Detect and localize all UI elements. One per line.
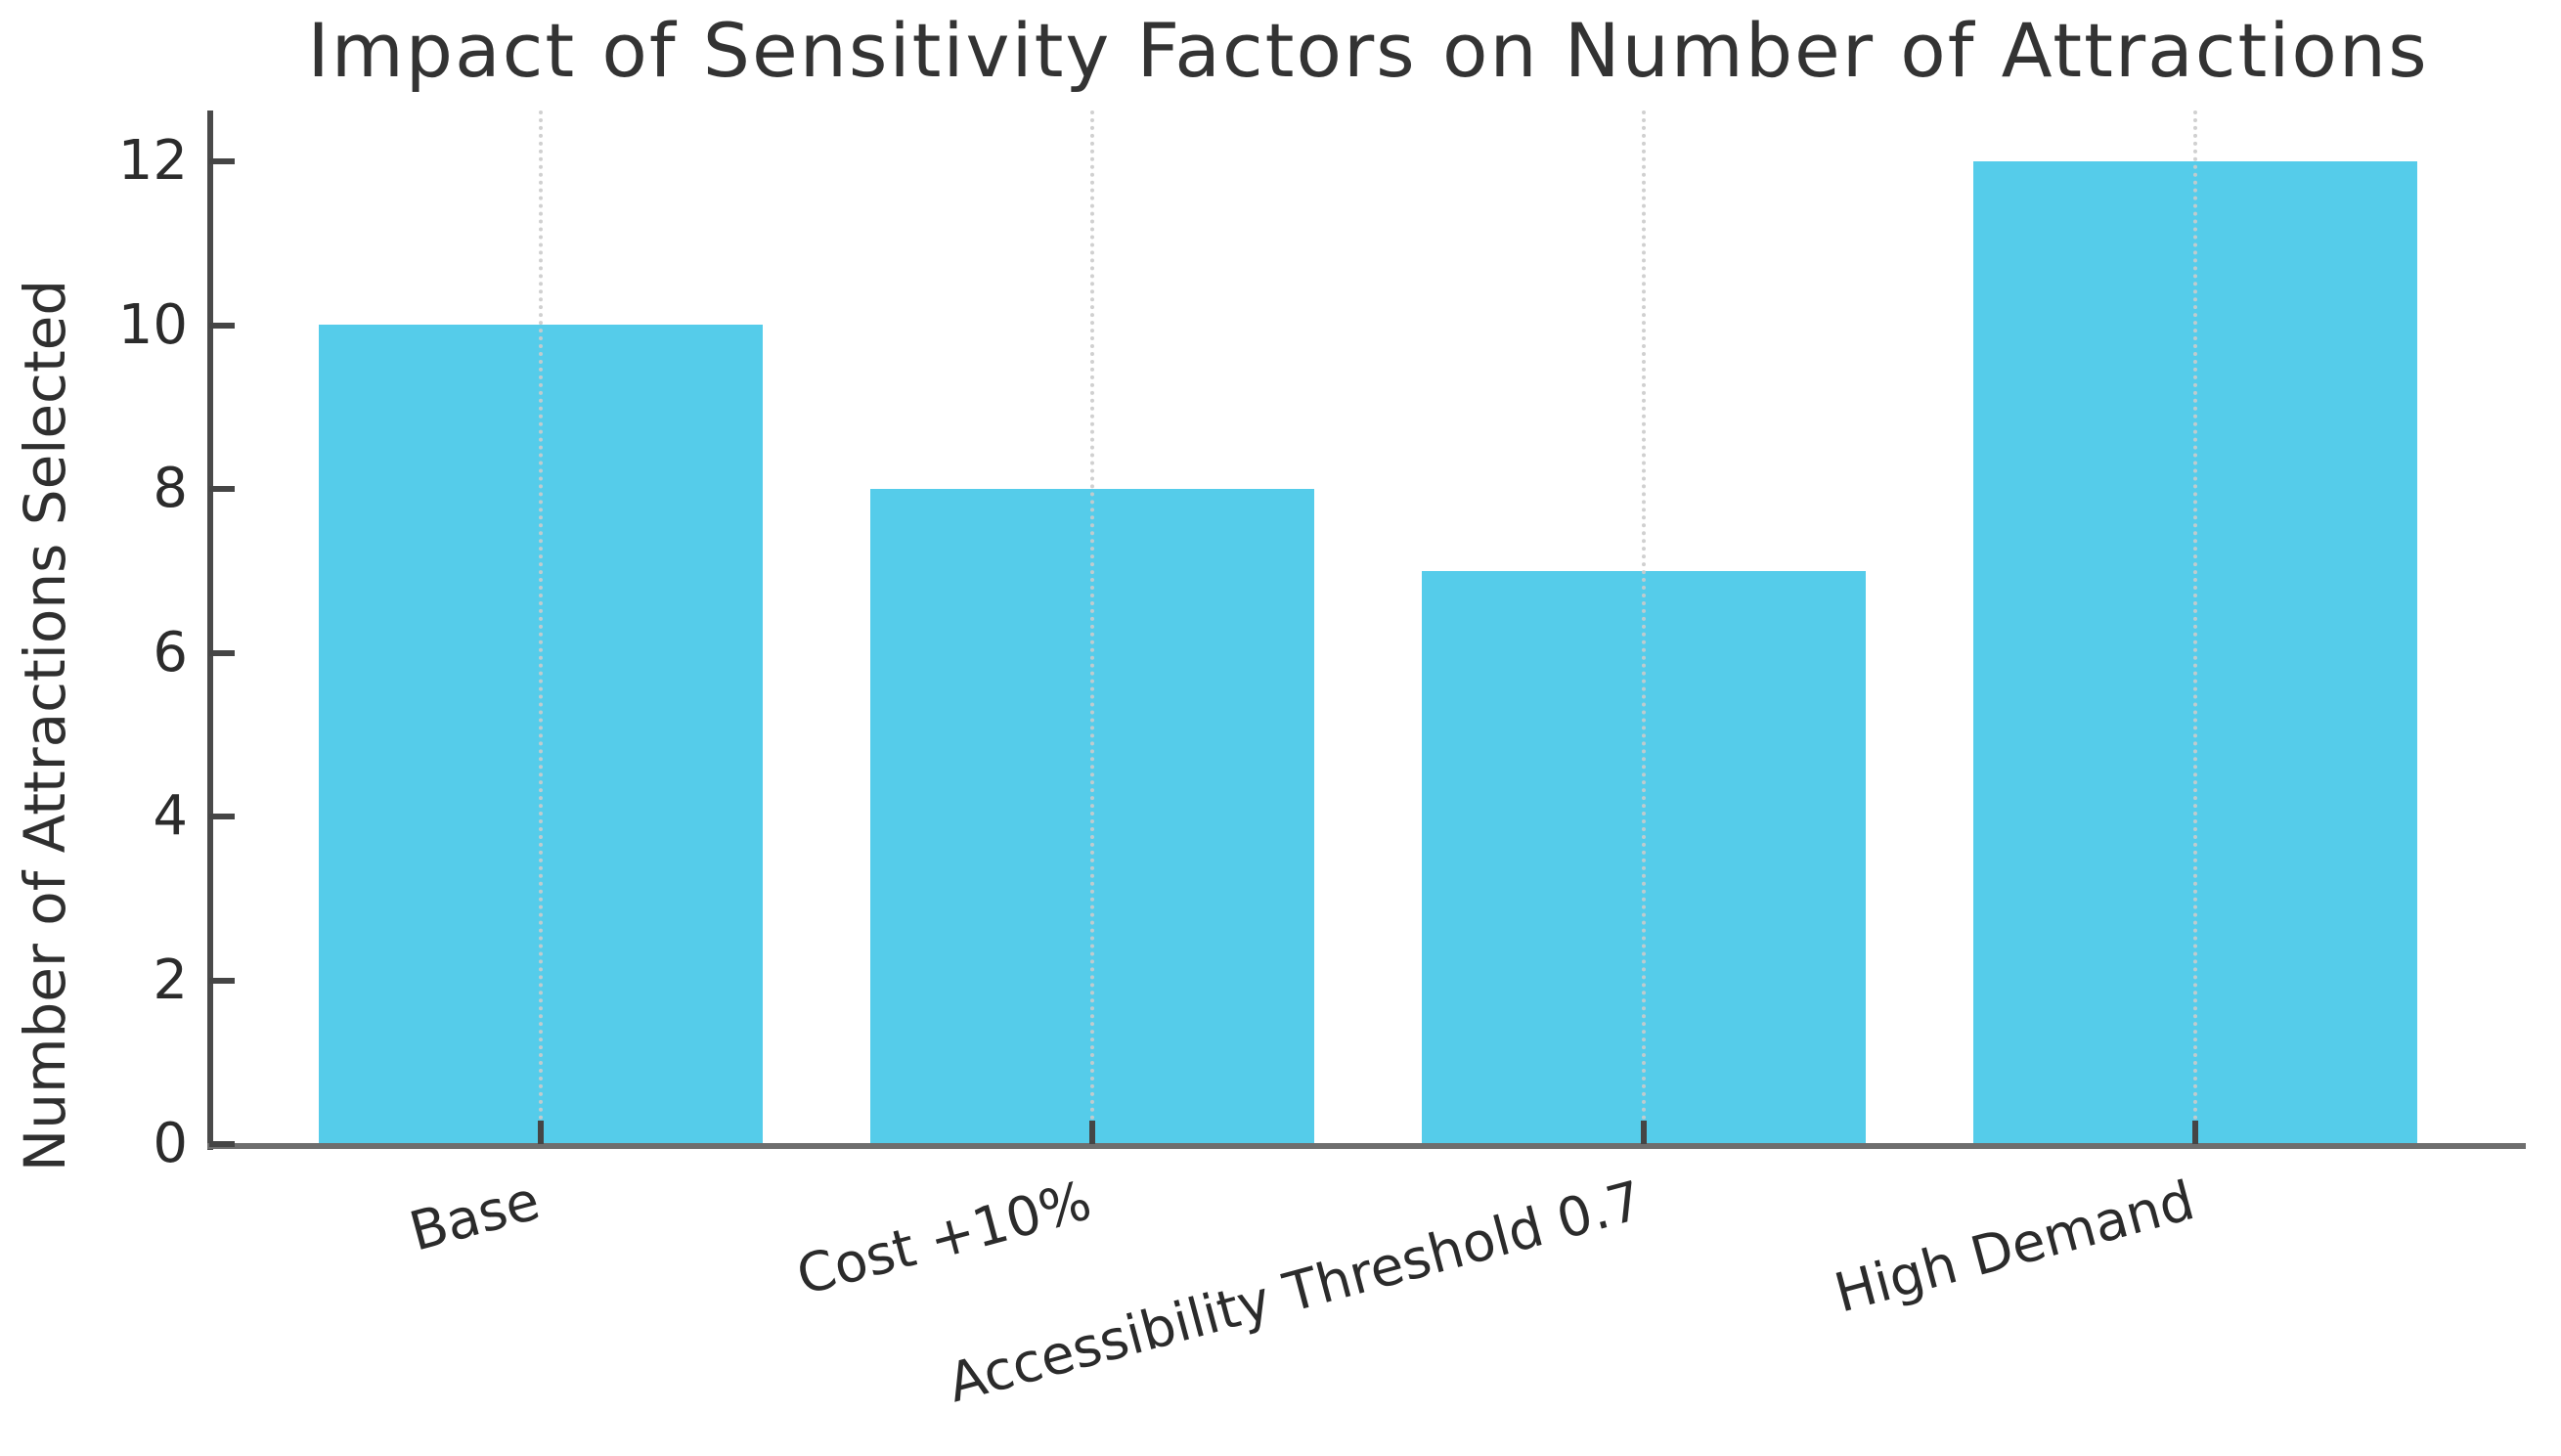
gridline	[1090, 110, 1094, 1144]
y-tick-mark	[209, 158, 235, 164]
chart-title: Impact of Sensitivity Factors on Number …	[307, 7, 2429, 94]
y-tick-mark	[209, 322, 235, 329]
x-axis-spine	[207, 1143, 2526, 1149]
y-tick-label: 10	[117, 292, 188, 357]
x-tick-label: Base	[403, 1169, 547, 1263]
y-tick-label: 0	[153, 1112, 188, 1175]
y-axis-spine	[207, 110, 213, 1150]
y-tick-mark	[209, 977, 235, 984]
y-axis-label: Number of Attractions Selected	[12, 279, 78, 1172]
gridline	[539, 110, 543, 1144]
x-tick-mark	[2192, 1121, 2198, 1144]
y-tick-mark	[209, 1141, 235, 1147]
gridline	[1642, 110, 1646, 1144]
y-tick-label: 4	[153, 784, 188, 848]
x-tick-mark	[1089, 1121, 1095, 1144]
x-tick-mark	[538, 1121, 544, 1144]
y-tick-mark	[209, 814, 235, 819]
x-tick-mark	[1641, 1121, 1647, 1144]
y-tick-mark	[209, 486, 235, 492]
y-tick-label: 6	[153, 620, 188, 684]
y-tick-label: 2	[153, 948, 188, 1012]
x-tick-label: High Demand	[1828, 1169, 2201, 1325]
gridline	[2193, 110, 2197, 1144]
y-tick-label: 12	[117, 129, 188, 193]
y-tick-mark	[209, 649, 235, 656]
x-tick-label: Cost +10%	[790, 1169, 1098, 1307]
y-tick-label: 8	[153, 457, 188, 520]
